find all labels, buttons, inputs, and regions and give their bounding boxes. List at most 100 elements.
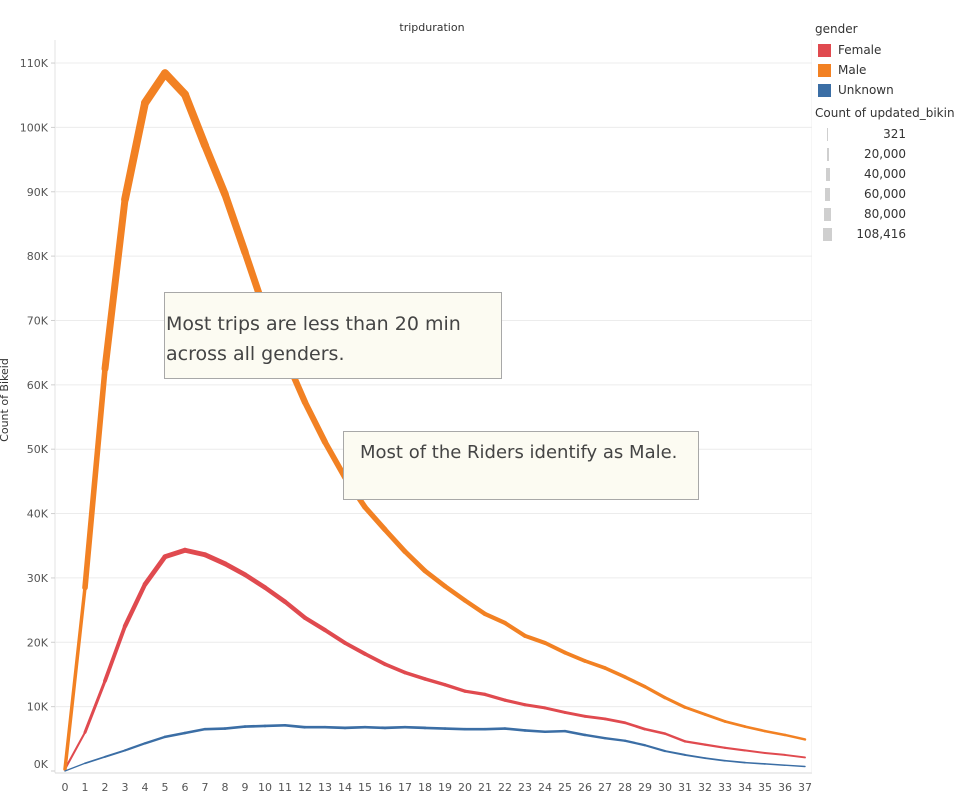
line-segment-female[interactable] (63, 731, 87, 771)
line-segment-female[interactable] (703, 743, 727, 749)
line-segment-unknown[interactable] (183, 727, 207, 735)
line-segment-unknown[interactable] (744, 761, 766, 765)
line-segment-unknown[interactable] (543, 729, 567, 734)
line-segment-unknown[interactable] (283, 723, 307, 729)
line-segment-female[interactable] (383, 662, 407, 675)
line-segment-unknown[interactable] (403, 725, 427, 730)
line-segment-female[interactable] (643, 727, 667, 735)
line-segment-female[interactable] (142, 554, 168, 587)
line-segment-male[interactable] (663, 696, 687, 709)
line-segment-female[interactable] (403, 670, 427, 681)
legend-item-male[interactable]: Male (815, 60, 955, 80)
line-segment-unknown[interactable] (243, 724, 267, 728)
line-segment-female[interactable] (122, 582, 148, 629)
line-segment-unknown[interactable] (123, 742, 147, 752)
line-segment-unknown[interactable] (423, 726, 447, 730)
line-segment-female[interactable] (683, 740, 707, 746)
line-segment-male[interactable] (82, 365, 108, 591)
line-segment-male[interactable] (362, 504, 388, 533)
line-segment-female[interactable] (322, 628, 348, 645)
line-segment-female[interactable] (302, 615, 328, 633)
line-segment-female[interactable] (583, 714, 607, 721)
line-segment-unknown[interactable] (623, 739, 647, 747)
line-segment-female[interactable] (202, 552, 228, 567)
line-segment-unknown[interactable] (704, 757, 726, 762)
line-segment-unknown[interactable] (323, 725, 347, 730)
line-segment-unknown[interactable] (523, 729, 547, 734)
line-segment-male[interactable] (140, 69, 170, 108)
line-segment-male[interactable] (603, 666, 627, 679)
line-segment-female[interactable] (83, 679, 107, 734)
line-segment-unknown[interactable] (503, 727, 527, 732)
line-segment-male[interactable] (583, 659, 607, 670)
line-segment-male[interactable] (382, 527, 408, 555)
line-segment-female[interactable] (543, 706, 567, 714)
line-segment-female[interactable] (764, 752, 786, 756)
line-segment-female[interactable] (162, 547, 188, 560)
line-segment-unknown[interactable] (443, 727, 467, 731)
line-segment-male[interactable] (522, 633, 548, 645)
line-segment-unknown[interactable] (203, 727, 227, 731)
line-segment-male[interactable] (502, 620, 528, 638)
line-segment-female[interactable] (483, 692, 507, 702)
line-segment-unknown[interactable] (223, 725, 247, 730)
line-segment-unknown[interactable] (583, 733, 607, 740)
line-segment-female[interactable] (103, 624, 127, 683)
line-segment-unknown[interactable] (724, 759, 746, 764)
line-segment-male[interactable] (543, 640, 567, 655)
line-segment-female[interactable] (563, 710, 587, 718)
line-segment-unknown[interactable] (483, 727, 507, 731)
line-segment-male[interactable] (743, 725, 767, 733)
line-segment-male[interactable] (703, 712, 727, 723)
legend-item-unknown[interactable]: Unknown (815, 80, 955, 100)
line-segment-male[interactable] (482, 611, 508, 626)
line-segment-unknown[interactable] (383, 725, 407, 730)
line-segment-female[interactable] (623, 721, 647, 731)
line-segment-male[interactable] (643, 685, 667, 700)
line-segment-female[interactable] (784, 753, 806, 759)
line-segment-female[interactable] (242, 572, 268, 590)
line-segment-female[interactable] (222, 561, 248, 578)
line-segment-unknown[interactable] (104, 749, 126, 758)
line-segment-male[interactable] (783, 733, 807, 741)
line-segment-male[interactable] (322, 439, 348, 481)
line-segment-male[interactable] (763, 729, 787, 737)
line-segment-unknown[interactable] (603, 736, 627, 742)
line-segment-male[interactable] (623, 675, 647, 689)
line-segment-male[interactable] (160, 69, 190, 99)
line-segment-female[interactable] (443, 683, 467, 693)
line-segment-male[interactable] (563, 650, 587, 663)
line-segment-male[interactable] (683, 705, 707, 716)
line-segment-unknown[interactable] (143, 735, 167, 745)
line-segment-male[interactable] (63, 585, 87, 771)
line-segment-female[interactable] (423, 677, 447, 687)
line-segment-unknown[interactable] (363, 725, 387, 730)
line-segment-female[interactable] (363, 651, 387, 667)
line-segment-unknown[interactable] (684, 753, 706, 760)
line-segment-male[interactable] (723, 720, 747, 728)
line-segment-unknown[interactable] (563, 729, 587, 737)
line-segment-male[interactable] (121, 99, 149, 204)
line-segment-male[interactable] (201, 141, 229, 199)
line-segment-unknown[interactable] (784, 764, 806, 768)
line-segment-male[interactable] (181, 90, 209, 150)
line-segment-female[interactable] (463, 689, 487, 697)
line-segment-unknown[interactable] (764, 763, 786, 766)
line-segment-unknown[interactable] (84, 755, 106, 765)
line-segment-male[interactable] (101, 195, 129, 373)
line-segment-female[interactable] (523, 703, 547, 710)
line-segment-female[interactable] (262, 585, 288, 604)
line-segment-unknown[interactable] (163, 731, 187, 739)
line-segment-female[interactable] (743, 749, 767, 754)
line-segment-female[interactable] (663, 732, 687, 743)
line-segment-female[interactable] (723, 746, 747, 752)
line-segment-unknown[interactable] (343, 725, 367, 730)
line-segment-male[interactable] (462, 598, 488, 617)
line-segment-female[interactable] (343, 640, 367, 656)
line-segment-unknown[interactable] (64, 762, 86, 772)
line-segment-unknown[interactable] (664, 750, 686, 756)
line-segment-female[interactable] (503, 698, 527, 707)
line-segment-female[interactable] (603, 717, 627, 725)
line-segment-unknown[interactable] (263, 723, 287, 728)
line-segment-male[interactable] (402, 549, 428, 574)
